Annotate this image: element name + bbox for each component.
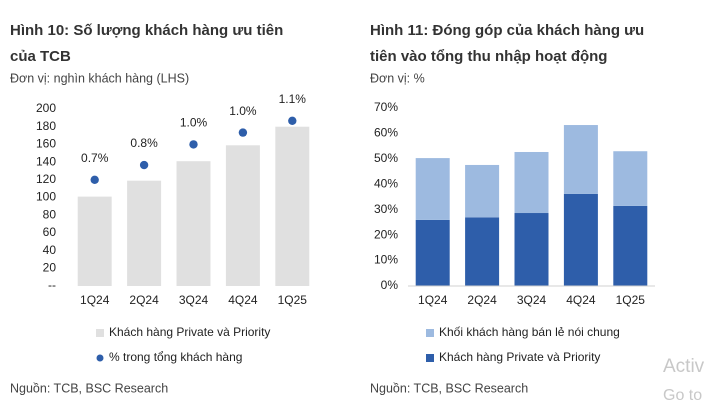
bar [275, 126, 310, 286]
y-tick-label: 180 [36, 119, 56, 133]
bar-segment [514, 213, 549, 286]
dot [288, 116, 297, 126]
y-tick-label: 200 [36, 101, 56, 115]
data-label: 1.1% [279, 92, 307, 106]
x-tick-label: 1Q25 [278, 293, 308, 307]
y-tick-label: 160 [36, 137, 56, 151]
chart-title: Hình 11: Đóng góp của khách hàng ưu [370, 22, 644, 39]
legend-label: Khách hàng Private và Priority [109, 325, 270, 339]
x-tick-label: 2Q24 [467, 293, 497, 307]
chart-subtitle: Đơn vị: % [370, 71, 425, 85]
dot [139, 160, 149, 170]
bar-segment [563, 193, 598, 286]
dot [189, 140, 198, 149]
y-tick-label: 40% [374, 176, 398, 190]
bar-segment [563, 125, 598, 194]
bar-segment [613, 205, 648, 286]
data-label: 1.0% [180, 116, 208, 130]
dot [90, 175, 99, 184]
bar-segment [415, 158, 450, 220]
source: Nguồn: TCB, BSC Research [10, 381, 168, 395]
x-tick-label: 1Q24 [80, 293, 110, 307]
x-tick-label: 2Q24 [129, 293, 159, 307]
data-label: 0.7% [81, 151, 109, 165]
x-tick-label: 3Q24 [179, 293, 209, 307]
bar [77, 196, 112, 286]
bar-segment [465, 164, 500, 218]
watermark: Go to [663, 387, 702, 404]
y-tick-label: 30% [374, 202, 398, 216]
legend-label: Khách hàng Private và Priority [439, 350, 600, 364]
bar-segment [465, 217, 500, 286]
legend-label: % trong tổng khách hàng [109, 350, 242, 364]
chart-title: Hình 10: Số lượng khách hàng ưu tiên [10, 22, 283, 39]
legend-swatch [426, 354, 434, 362]
y-tick-label: 120 [36, 172, 56, 186]
y-tick-label: -- [48, 278, 56, 292]
y-tick-label: 10% [374, 253, 398, 267]
source: Nguồn: TCB, BSC Research [370, 381, 528, 395]
legend-swatch [96, 354, 104, 362]
bar-segment [415, 219, 450, 286]
watermark: Activ [663, 356, 705, 377]
y-tick-label: 60% [374, 126, 398, 140]
chart-title: của TCB [10, 48, 71, 65]
y-tick-label: 20% [374, 227, 398, 241]
legend-swatch [426, 329, 434, 337]
bar [127, 180, 162, 286]
y-tick-label: 140 [36, 154, 56, 168]
x-tick-label: 4Q24 [228, 293, 258, 307]
y-tick-label: 50% [374, 151, 398, 165]
y-tick-label: 40 [43, 243, 57, 257]
bar-segment [514, 151, 549, 214]
y-tick-label: 70% [374, 100, 398, 114]
chart-title: tiên vào tổng thu nhập hoạt động [370, 48, 607, 65]
x-tick-label: 1Q24 [418, 293, 448, 307]
data-label: 1.0% [229, 104, 257, 118]
bar [176, 161, 211, 286]
y-tick-label: 60 [43, 225, 57, 239]
dot [238, 128, 248, 137]
x-tick-label: 3Q24 [517, 293, 547, 307]
data-label: 0.8% [130, 136, 158, 150]
chart-subtitle: Đơn vị: nghìn khách hàng (LHS) [10, 71, 189, 85]
bar [225, 145, 260, 286]
y-tick-label: 80 [43, 207, 57, 221]
y-tick-label: 100 [36, 190, 56, 204]
legend-label: Khối khách hàng bán lẻ nói chung [439, 325, 620, 339]
legend-swatch [96, 329, 104, 337]
x-tick-label: 1Q25 [616, 293, 646, 307]
y-tick-label: 20 [43, 260, 57, 274]
bar-segment [613, 151, 648, 206]
y-tick-label: 0% [381, 278, 399, 292]
x-tick-label: 4Q24 [566, 293, 596, 307]
